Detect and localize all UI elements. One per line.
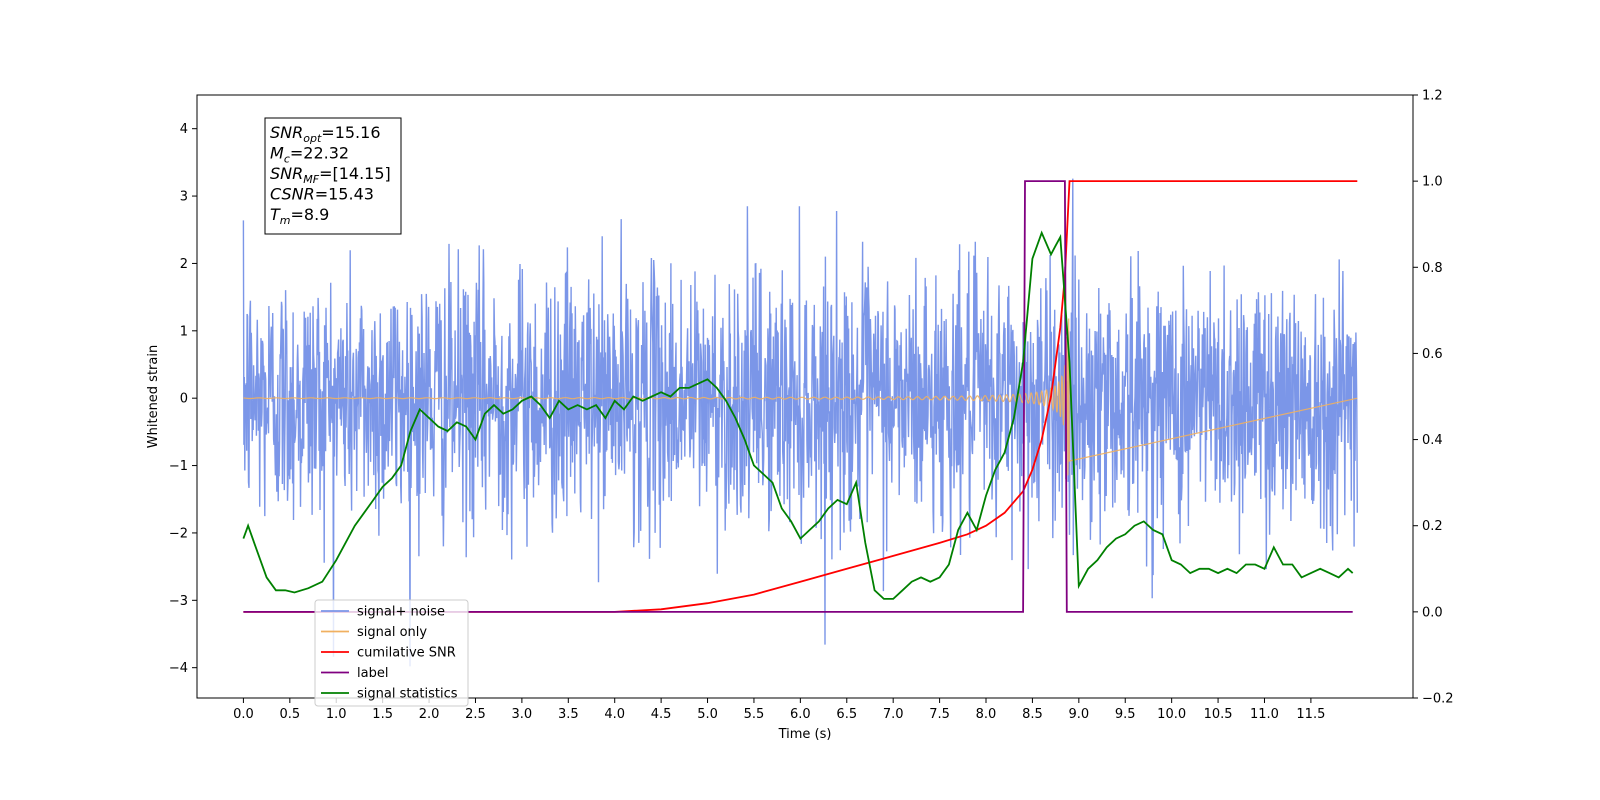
stats-line: Tm=8.9 — [270, 205, 329, 227]
y2-tick-label: 1.0 — [1422, 175, 1443, 190]
y-tick-label: −1 — [169, 459, 188, 474]
signal-plus-noise-line — [242, 178, 1358, 667]
x-tick-label: 2.0 — [419, 707, 440, 722]
axes-frame — [196, 94, 1414, 699]
x-tick-label: 2.5 — [465, 707, 486, 722]
stats-box-frame — [264, 117, 402, 235]
x-tick-label: 1.5 — [372, 707, 393, 722]
y-axis-ticks: 4 3 2 1 0 −1 −2 −3 −4 — [169, 122, 197, 676]
y-tick-label: 2 — [180, 257, 188, 272]
x-tick-label: 5.0 — [697, 707, 718, 722]
legend-frame — [314, 599, 469, 707]
stats-line: Mc=22.32 — [270, 144, 349, 166]
y-tick-label: 4 — [180, 122, 188, 137]
y-tick-label: 3 — [180, 190, 188, 205]
stats-line: SNRMF=[14.15] — [270, 164, 391, 186]
x-axis-label: Time (s) — [778, 727, 832, 742]
series-signal-plus-noise — [242, 178, 1358, 667]
y2-tick-label: 1.2 — [1422, 89, 1443, 104]
x-tick-label: 8.5 — [1022, 707, 1043, 722]
x-tick-label: 6.5 — [836, 707, 857, 722]
y2-axis-ticks: 1.2 1.0 0.8 0.6 0.4 0.2 0.0 −0.2 — [1413, 89, 1454, 707]
x-tick-label: 4.5 — [651, 707, 672, 722]
x-tick-label: 0.5 — [279, 707, 300, 722]
x-tick-label: 3.5 — [558, 707, 579, 722]
y2-tick-label: 0.8 — [1422, 261, 1443, 276]
signal-only-line — [243, 318, 1358, 476]
y2-tick-label: 0.0 — [1422, 605, 1443, 620]
x-tick-label: 11.0 — [1250, 707, 1279, 722]
x-tick-label: 4.0 — [604, 707, 625, 722]
legend-entry: signal+ noise — [357, 605, 445, 620]
plot-area — [242, 178, 1358, 667]
y-tick-label: 1 — [180, 324, 188, 339]
x-tick-label: 5.5 — [744, 707, 765, 722]
stats-box: SNRopt=15.16Mc=22.32SNRMF=[14.15]CSNR=15… — [264, 117, 402, 235]
x-tick-label: 3.0 — [512, 707, 533, 722]
label-line — [243, 180, 1353, 613]
stats-line: SNRopt=15.16 — [270, 123, 381, 145]
y-tick-label: −4 — [169, 661, 188, 676]
y2-tick-label: 0.2 — [1422, 519, 1443, 534]
x-tick-label: 6.0 — [790, 707, 811, 722]
x-tick-label: 11.5 — [1296, 707, 1325, 722]
legend-entry: label — [357, 666, 388, 681]
legend-entry: signal only — [357, 625, 427, 640]
stats-line: CSNR=15.43 — [270, 185, 374, 204]
y2-tick-label: 0.6 — [1422, 347, 1443, 362]
y-axis-label: Whitened strain — [146, 345, 161, 448]
legend-entry: signal statistics — [357, 687, 458, 702]
legend-entry: cumilative SNR — [357, 646, 456, 661]
x-tick-label: 7.0 — [883, 707, 904, 722]
signal-statistics-line — [242, 230, 1354, 600]
series-label — [243, 180, 1353, 613]
x-tick-label: 9.0 — [1068, 707, 1089, 722]
x-tick-label: 9.5 — [1115, 707, 1136, 722]
y-tick-label: −3 — [169, 594, 188, 609]
x-tick-label: 10.0 — [1157, 707, 1186, 722]
x-tick-label: 8.0 — [976, 707, 997, 722]
x-tick-label: 1.0 — [326, 707, 347, 722]
x-tick-label: 7.5 — [929, 707, 950, 722]
x-tick-label: 0.0 — [233, 707, 254, 722]
x-axis-ticks: 0.0 0.5 1.0 1.5 2.0 2.5 3.0 3.5 4.0 4.5 5.0 5.5 6.0 6… — [233, 698, 1325, 722]
series-signal-only — [243, 318, 1358, 476]
x-tick-label: 10.5 — [1204, 707, 1233, 722]
y2-tick-label: −0.2 — [1422, 692, 1454, 707]
y-tick-label: 0 — [180, 392, 188, 407]
series-signal-statistics — [242, 230, 1354, 600]
legend: signal+ noise signal only cumilative SNR la… — [314, 599, 469, 707]
y2-tick-label: 0.4 — [1422, 433, 1443, 448]
y-tick-label: −2 — [169, 526, 188, 541]
